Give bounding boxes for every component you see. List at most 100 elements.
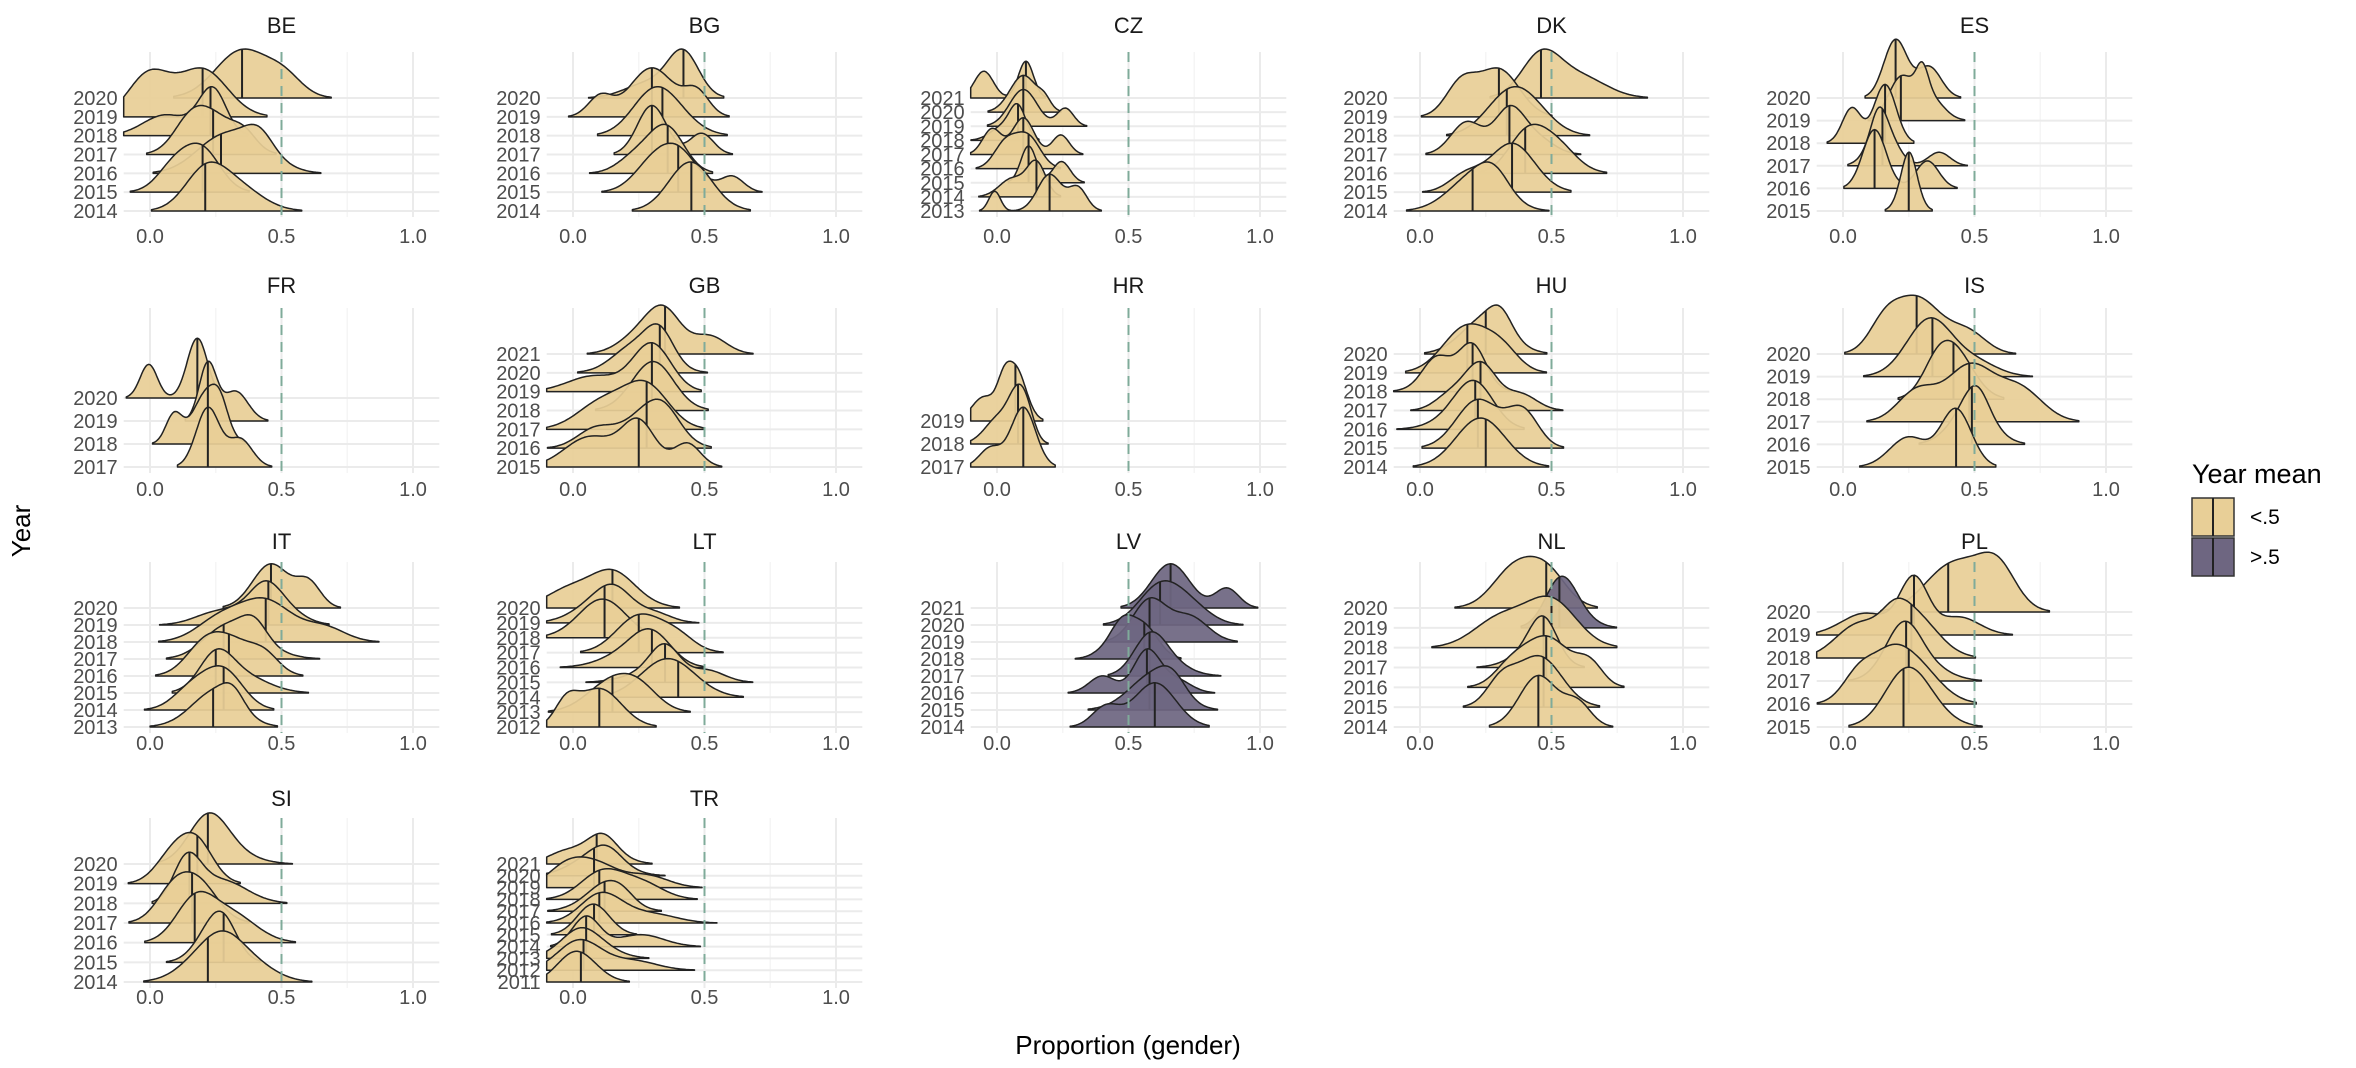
year-tick-label: 2021 bbox=[920, 598, 965, 620]
panel-tr: TR 20112012201320142015201620172018201920… bbox=[496, 786, 863, 1009]
year-tick-label: 2019 bbox=[73, 107, 118, 129]
panel-title: BG bbox=[689, 13, 721, 38]
x-tick-label: 0.0 bbox=[983, 226, 1011, 248]
x-tick-label: 0.5 bbox=[1538, 733, 1566, 755]
year-tick-label: 2019 bbox=[496, 382, 541, 404]
x-tick-label: 1.0 bbox=[822, 987, 850, 1009]
ridge-2012 bbox=[545, 687, 657, 728]
legend-title: Year mean bbox=[2192, 459, 2322, 489]
year-tick-label: 2020 bbox=[496, 363, 541, 385]
ridge-2011 bbox=[545, 950, 631, 983]
year-tick-label: 2015 bbox=[920, 700, 965, 722]
year-tick-label: 2020 bbox=[1343, 344, 1388, 366]
year-tick-label: 2014 bbox=[496, 687, 541, 709]
panel-title: FR bbox=[267, 273, 296, 298]
legend-items: <.5 >.5 bbox=[2191, 497, 2280, 577]
ridge-2015 bbox=[1858, 407, 1997, 468]
x-tick-label: 1.0 bbox=[1669, 733, 1697, 755]
year-tick-label: 2018 bbox=[1343, 126, 1388, 148]
x-tick-label: 0.5 bbox=[268, 987, 296, 1009]
x-tick-label: 0.0 bbox=[559, 987, 587, 1009]
year-tick-label: 2016 bbox=[73, 666, 118, 688]
year-tick-label: 2013 bbox=[73, 717, 118, 739]
panel-title: GB bbox=[689, 273, 721, 298]
ridge-2014 bbox=[150, 161, 303, 212]
year-tick-label: 2015 bbox=[496, 925, 541, 947]
x-tick-label: 1.0 bbox=[822, 479, 850, 501]
legend: Year mean <.5 >.5 bbox=[2191, 459, 2322, 577]
ridge-2019 bbox=[122, 67, 268, 118]
x-tick-label: 0.0 bbox=[136, 479, 164, 501]
year-tick-label: 2016 bbox=[1343, 677, 1388, 699]
x-tick-label: 0.0 bbox=[136, 987, 164, 1009]
year-tick-label: 2015 bbox=[73, 182, 118, 204]
x-tick-label: 0.5 bbox=[1538, 479, 1566, 501]
year-tick-label: 2016 bbox=[73, 163, 118, 185]
ridge-2014 bbox=[1412, 417, 1550, 468]
year-tick-label: 2014 bbox=[73, 201, 118, 223]
year-tick-label: 2019 bbox=[496, 107, 541, 129]
x-tick-label: 0.0 bbox=[559, 479, 587, 501]
year-tick-label: 2019 bbox=[1766, 111, 1811, 133]
year-tick-label: 2014 bbox=[920, 717, 965, 739]
panel-title: NL bbox=[1537, 529, 1565, 554]
ridge-2021 bbox=[586, 304, 754, 355]
year-tick-label: 2019 bbox=[73, 411, 118, 433]
year-tick-label: 2018 bbox=[496, 889, 541, 911]
legend-key-below: <.5 bbox=[2191, 497, 2280, 537]
x-tick-label: 0.0 bbox=[136, 733, 164, 755]
year-tick-label: 2017 bbox=[1343, 658, 1388, 680]
year-tick-label: 2016 bbox=[920, 683, 965, 705]
year-tick-label: 2018 bbox=[496, 401, 541, 423]
legend-key-above: >.5 bbox=[2191, 537, 2280, 577]
year-tick-label: 2014 bbox=[920, 187, 965, 209]
ridge-2014 bbox=[1405, 161, 1550, 212]
year-tick-label: 2014 bbox=[1343, 717, 1388, 739]
x-axis-title: Proportion (gender) bbox=[1015, 1030, 1240, 1060]
year-tick-label: 2020 bbox=[1766, 602, 1811, 624]
year-tick-label: 2017 bbox=[1343, 401, 1388, 423]
legend-label: >.5 bbox=[2250, 546, 2280, 569]
x-tick-label: 0.0 bbox=[1406, 226, 1434, 248]
x-tick-label: 1.0 bbox=[1246, 479, 1274, 501]
x-tick-label: 0.5 bbox=[1538, 226, 1566, 248]
x-tick-label: 0.0 bbox=[1829, 479, 1857, 501]
x-tick-label: 0.5 bbox=[1961, 479, 1989, 501]
year-tick-label: 2018 bbox=[73, 126, 118, 148]
year-tick-label: 2013 bbox=[496, 948, 541, 970]
year-tick-label: 2020 bbox=[496, 598, 541, 620]
year-tick-label: 2015 bbox=[1766, 717, 1811, 739]
year-tick-label: 2013 bbox=[496, 702, 541, 724]
year-tick-label: 2014 bbox=[73, 700, 118, 722]
year-tick-label: 2016 bbox=[496, 658, 541, 680]
ridge-2018 bbox=[1431, 595, 1618, 649]
panel-title: ES bbox=[1960, 13, 1989, 38]
x-tick-label: 0.0 bbox=[1406, 479, 1434, 501]
ridge-2013 bbox=[978, 173, 1103, 212]
year-tick-label: 2018 bbox=[73, 893, 118, 915]
x-tick-label: 0.5 bbox=[268, 226, 296, 248]
x-tick-label: 0.5 bbox=[1115, 733, 1143, 755]
x-tick-label: 1.0 bbox=[1669, 226, 1697, 248]
year-tick-label: 2020 bbox=[496, 88, 541, 110]
panel-title: LV bbox=[1116, 529, 1142, 554]
year-tick-label: 2020 bbox=[1766, 344, 1811, 366]
x-tick-label: 0.5 bbox=[691, 733, 719, 755]
ridge-2014 bbox=[1069, 682, 1210, 728]
ridge-2017 bbox=[969, 406, 1056, 468]
year-tick-label: 2019 bbox=[496, 613, 541, 635]
x-tick-label: 0.0 bbox=[1829, 733, 1857, 755]
x-tick-label: 0.0 bbox=[983, 479, 1011, 501]
year-tick-label: 2012 bbox=[496, 717, 541, 739]
year-tick-label: 2019 bbox=[920, 411, 965, 433]
x-tick-label: 0.5 bbox=[1115, 226, 1143, 248]
year-tick-label: 2013 bbox=[920, 201, 965, 223]
x-tick-label: 0.5 bbox=[691, 987, 719, 1009]
year-tick-label: 2020 bbox=[920, 615, 965, 637]
